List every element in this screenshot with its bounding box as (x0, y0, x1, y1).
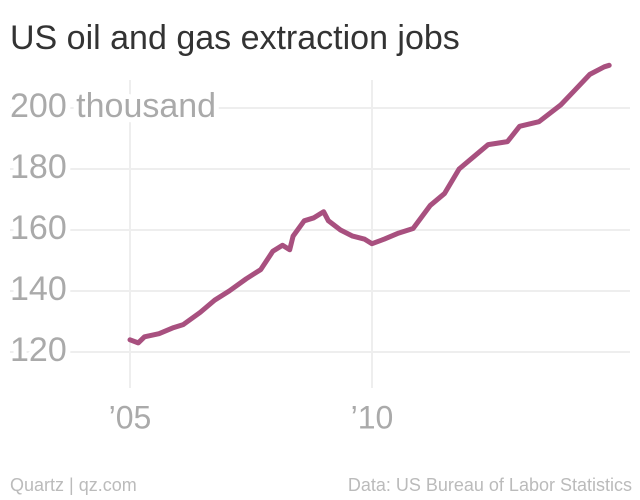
y-tick-label: 140 (10, 270, 67, 308)
y-tick-label: 200 thousand (10, 87, 216, 125)
x-tick-label: ’05 (109, 399, 152, 435)
data-line (127, 62, 612, 346)
source-right: Data: US Bureau of Labor Statistics (348, 475, 632, 495)
source-left: Quartz | qz.com (10, 475, 137, 495)
chart-title: US oil and gas extraction jobs (10, 19, 460, 57)
x-tick-label: ’10 (351, 399, 394, 435)
y-tick-label: 180 (10, 148, 67, 186)
y-tick-label: 160 (10, 209, 67, 247)
y-tick-label: 120 (10, 331, 67, 369)
